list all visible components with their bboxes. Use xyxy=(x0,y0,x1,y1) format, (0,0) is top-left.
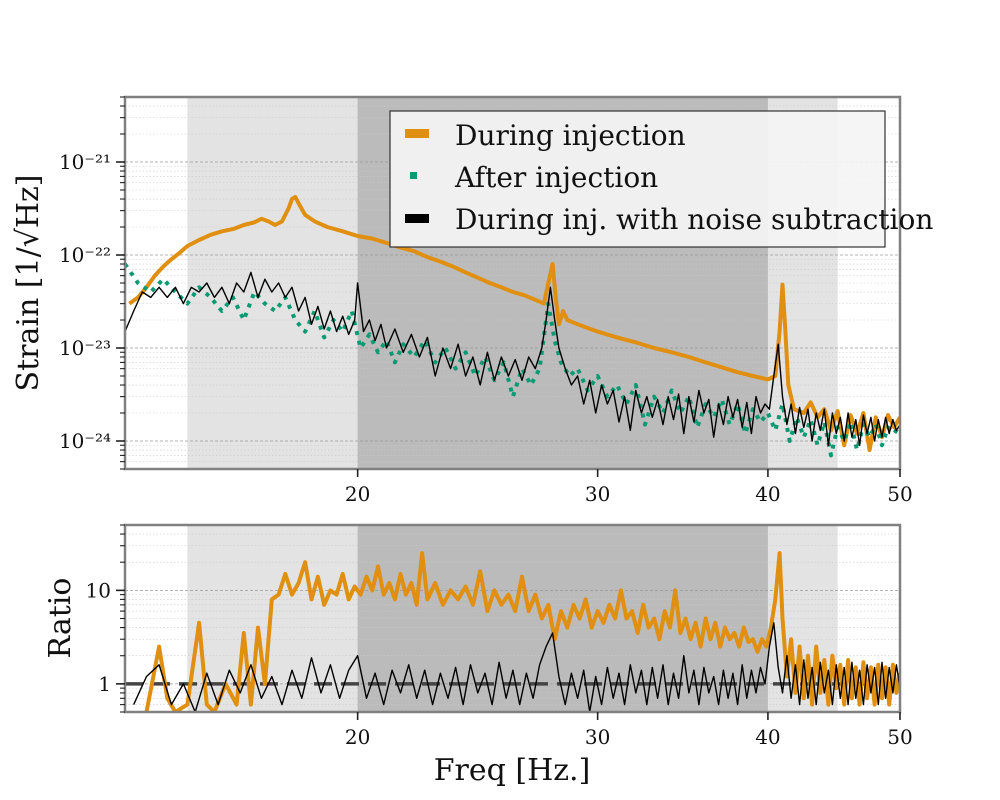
y-axis-title: Strain [1/√Hz] xyxy=(11,175,46,392)
series-during-injection-after-injection xyxy=(144,551,900,712)
legend-swatch-noise-subtraction xyxy=(405,214,429,223)
legend-label-noise-subtraction: During inj. with noise subtraction xyxy=(455,203,933,236)
legend-label-during-injection: During injection xyxy=(455,119,686,152)
series-line xyxy=(133,622,900,712)
y-ticks: 10⁻²¹ 10⁻²² 10⁻²³ 10⁻²⁴ xyxy=(59,96,125,470)
legend-entry-after-injection: After injection xyxy=(410,161,658,194)
x-ticks: 20 30 40 50 xyxy=(345,712,913,749)
y-ticks: 10 1 xyxy=(86,524,125,713)
x-tick-label: 50 xyxy=(887,725,912,749)
x-tick-label: 40 xyxy=(755,482,780,506)
ratio-panel: 10 1 20 30 40 50 Ratio Freq [Hz.] xyxy=(43,523,913,788)
series-during-inj-with-noise-subtraction xyxy=(125,271,900,446)
legend-entry-noise-subtraction: During inj. with noise subtraction xyxy=(405,203,933,236)
y-tick-label: 10⁻²² xyxy=(59,243,111,267)
strain-panel: 10⁻²¹ 10⁻²² 10⁻²³ 10⁻²⁴ 20 30 40 50 Strain [1/… xyxy=(11,95,933,506)
series-during-inj-with-noise-subtraction-after-injection xyxy=(133,622,900,712)
legend: During injection After injection During … xyxy=(389,110,933,248)
legend-label-after-injection: After injection xyxy=(454,161,658,194)
y-axis-title: Ratio xyxy=(43,578,78,659)
y-tick-label: 10⁻²³ xyxy=(59,336,111,360)
x-tick-label: 30 xyxy=(585,725,610,749)
y-tick-label: 10 xyxy=(86,578,111,602)
series-layer xyxy=(125,551,900,712)
series-line xyxy=(128,195,900,452)
y-tick-label: 10⁻²¹ xyxy=(59,150,111,174)
x-ticks: 20 30 40 50 xyxy=(345,469,913,506)
x-tick-label: 20 xyxy=(345,482,370,506)
x-tick-label: 40 xyxy=(755,725,780,749)
legend-box xyxy=(389,110,886,248)
x-axis-title: Freq [Hz.] xyxy=(434,753,591,788)
y-tick-label: 10⁻²⁴ xyxy=(59,429,111,453)
legend-swatch-during-injection xyxy=(405,129,429,138)
legend-entry-during-injection: During injection xyxy=(405,119,686,152)
x-tick-label: 50 xyxy=(887,482,912,506)
series-layer xyxy=(125,195,900,458)
x-tick-label: 30 xyxy=(585,482,610,506)
y-tick-label: 1 xyxy=(98,672,111,696)
x-tick-label: 20 xyxy=(345,725,370,749)
legend-swatch-after-injection xyxy=(410,172,417,179)
